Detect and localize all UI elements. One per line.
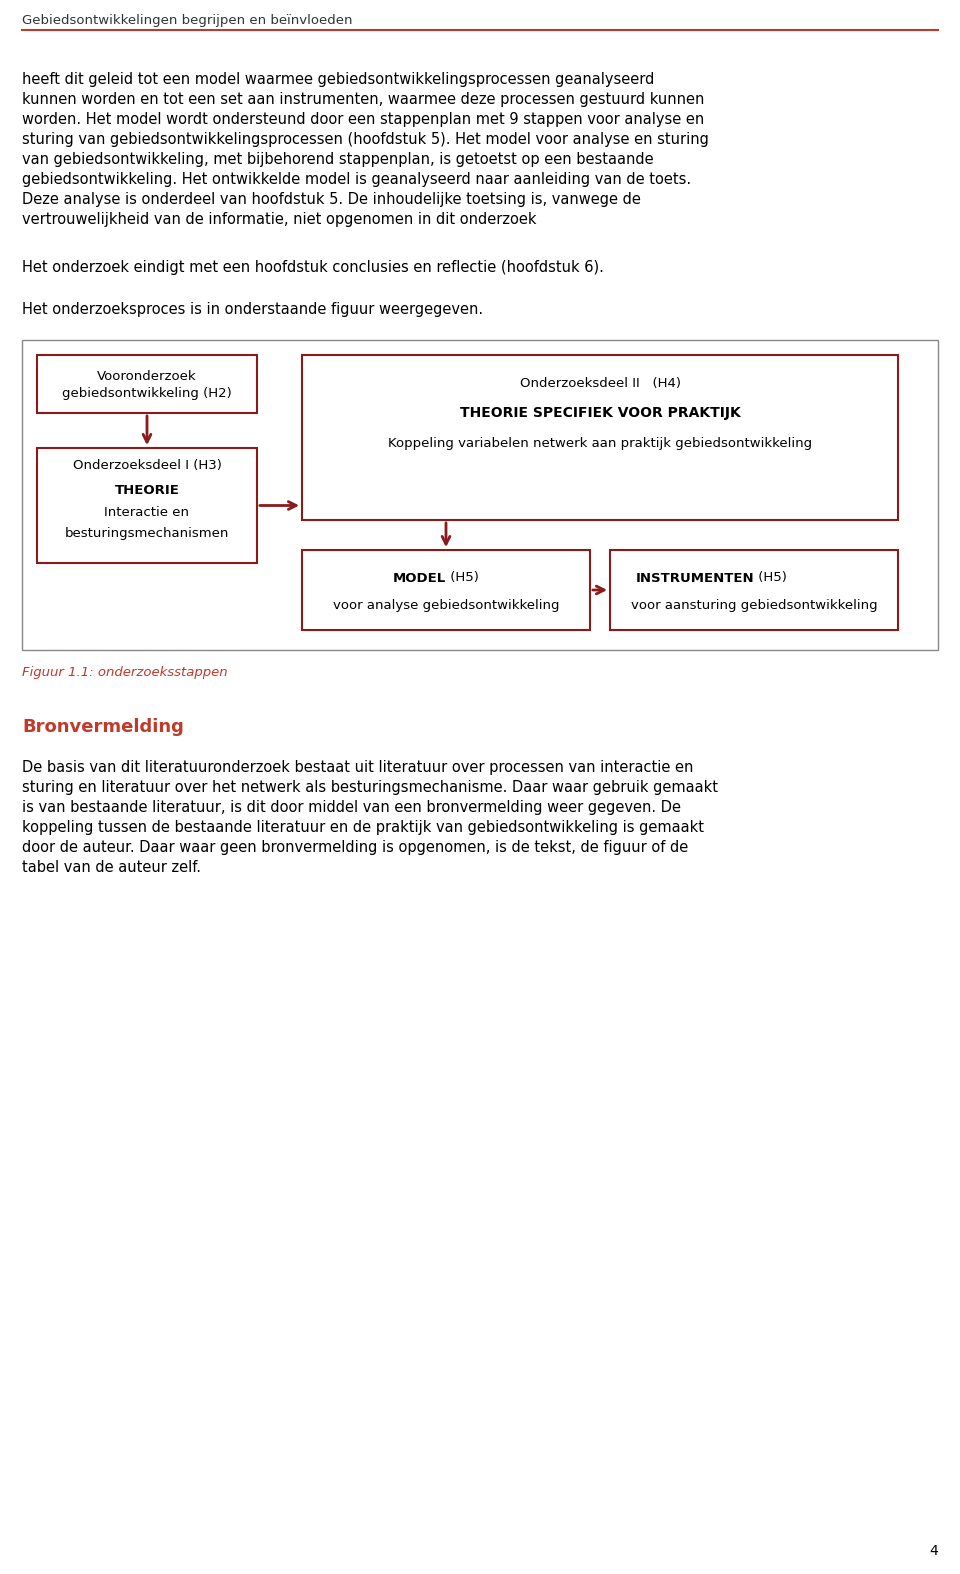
Text: INSTRUMENTEN: INSTRUMENTEN: [636, 571, 754, 584]
Text: THEORIE: THEORIE: [114, 483, 180, 496]
Text: THEORIE SPECIFIEK VOOR PRAKTIJK: THEORIE SPECIFIEK VOOR PRAKTIJK: [460, 406, 740, 420]
Text: koppeling tussen de bestaande literatuur en de praktijk van gebiedsontwikkeling : koppeling tussen de bestaande literatuur…: [22, 820, 704, 834]
Text: Figuur 1.1: onderzoeksstappen: Figuur 1.1: onderzoeksstappen: [22, 666, 228, 678]
Text: gebiedsontwikkeling. Het ontwikkelde model is geanalyseerd naar aanleiding van d: gebiedsontwikkeling. Het ontwikkelde mod…: [22, 172, 691, 187]
Text: De basis van dit literatuuronderzoek bestaat uit literatuur over processen van i: De basis van dit literatuuronderzoek bes…: [22, 760, 693, 774]
Text: Het onderzoek eindigt met een hoofdstuk conclusies en reflectie (hoofdstuk 6).: Het onderzoek eindigt met een hoofdstuk …: [22, 260, 604, 275]
Text: door de auteur. Daar waar geen bronvermelding is opgenomen, is de tekst, de figu: door de auteur. Daar waar geen bronverme…: [22, 841, 688, 855]
Bar: [22, 340, 938, 650]
Text: MODEL: MODEL: [393, 571, 446, 584]
Text: (H5): (H5): [754, 571, 787, 584]
Bar: [37, 356, 257, 412]
Text: Bronvermelding: Bronvermelding: [22, 718, 184, 737]
Text: tabel van de auteur zelf.: tabel van de auteur zelf.: [22, 859, 201, 875]
Text: sturing en literatuur over het netwerk als besturingsmechanisme. Daar waar gebru: sturing en literatuur over het netwerk a…: [22, 781, 718, 795]
Text: gebiedsontwikkeling (H2): gebiedsontwikkeling (H2): [62, 387, 232, 400]
Text: Deze analyse is onderdeel van hoofdstuk 5. De inhoudelijke toetsing is, vanwege : Deze analyse is onderdeel van hoofdstuk …: [22, 192, 641, 208]
Text: vertrouwelijkheid van de informatie, niet opgenomen in dit onderzoek: vertrouwelijkheid van de informatie, nie…: [22, 212, 537, 227]
Text: Interactie en: Interactie en: [105, 507, 189, 519]
Text: Vooronderzoek: Vooronderzoek: [97, 370, 197, 382]
Text: Onderzoeksdeel I (H3): Onderzoeksdeel I (H3): [73, 460, 222, 472]
Text: besturingsmechanismen: besturingsmechanismen: [65, 526, 229, 540]
Text: Koppeling variabelen netwerk aan praktijk gebiedsontwikkeling: Koppeling variabelen netwerk aan praktij…: [388, 436, 812, 450]
Text: kunnen worden en tot een set aan instrumenten, waarmee deze processen gestuurd k: kunnen worden en tot een set aan instrum…: [22, 91, 705, 107]
Text: Het onderzoeksproces is in onderstaande figuur weergegeven.: Het onderzoeksproces is in onderstaande …: [22, 302, 483, 316]
Bar: [302, 549, 590, 630]
Text: Gebiedsontwikkelingen begrijpen en beïnvloeden: Gebiedsontwikkelingen begrijpen en beïnv…: [22, 14, 352, 27]
Text: 4: 4: [929, 1544, 938, 1558]
Text: sturing van gebiedsontwikkelingsprocessen (hoofdstuk 5). Het model voor analyse : sturing van gebiedsontwikkelingsprocesse…: [22, 132, 708, 146]
Text: heeft dit geleid tot een model waarmee gebiedsontwikkelingsprocessen geanalyseer: heeft dit geleid tot een model waarmee g…: [22, 72, 655, 87]
Text: (H5): (H5): [446, 571, 479, 584]
Text: voor analyse gebiedsontwikkeling: voor analyse gebiedsontwikkeling: [333, 598, 560, 612]
Text: is van bestaande literatuur, is dit door middel van een bronvermelding weer gege: is van bestaande literatuur, is dit door…: [22, 800, 681, 815]
Bar: [302, 356, 898, 519]
Bar: [610, 549, 898, 630]
Text: van gebiedsontwikkeling, met bijbehorend stappenplan, is getoetst op een bestaan: van gebiedsontwikkeling, met bijbehorend…: [22, 153, 654, 167]
Text: voor aansturing gebiedsontwikkeling: voor aansturing gebiedsontwikkeling: [631, 598, 877, 612]
Bar: [37, 449, 257, 563]
Text: worden. Het model wordt ondersteund door een stappenplan met 9 stappen voor anal: worden. Het model wordt ondersteund door…: [22, 112, 705, 127]
Text: Onderzoeksdeel II   (H4): Onderzoeksdeel II (H4): [519, 376, 681, 389]
